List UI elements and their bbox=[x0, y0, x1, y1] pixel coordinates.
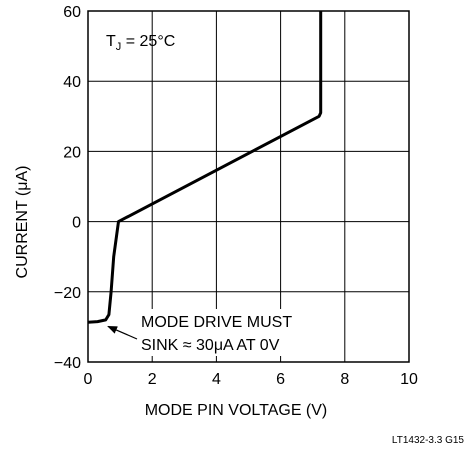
x-tick-label: 4 bbox=[212, 371, 221, 388]
x-tick-label: 10 bbox=[400, 371, 418, 388]
condition-rest: = 25°C bbox=[121, 33, 175, 50]
y-tick-label: 20 bbox=[63, 144, 81, 161]
x-tick-label: 0 bbox=[84, 371, 93, 388]
y-tick-labels: −40 −20 0 20 40 60 bbox=[54, 4, 81, 372]
x-tick-label: 8 bbox=[340, 371, 349, 388]
note-background bbox=[136, 309, 301, 356]
condition-main: T bbox=[106, 33, 116, 50]
note-arrow bbox=[107, 325, 138, 340]
condition-label: TJ = 25°C bbox=[106, 33, 175, 53]
y-tick-label: 0 bbox=[72, 215, 81, 232]
y-tick-label: −40 bbox=[54, 355, 81, 372]
figure-id: LT1432-3.3 G15 bbox=[392, 435, 465, 446]
y-tick-label: 40 bbox=[63, 74, 81, 91]
x-tick-labels: 0 2 4 6 8 10 bbox=[84, 371, 418, 388]
y-axis-label: CURRENT (μA) bbox=[14, 166, 31, 279]
series-line bbox=[87, 11, 323, 324]
condition-sub: J bbox=[116, 41, 122, 53]
y-tick-label: −20 bbox=[54, 285, 81, 302]
x-tick-label: 6 bbox=[276, 371, 285, 388]
x-axis-label: MODE PIN VOLTAGE (V) bbox=[145, 402, 328, 419]
plot-frame bbox=[87, 10, 410, 363]
note-line-2: SINK ≈ 30μA AT 0V bbox=[141, 337, 280, 354]
note-line-1: MODE DRIVE MUST bbox=[141, 314, 292, 331]
x-tick-label: 2 bbox=[148, 371, 157, 388]
y-tick-label: 60 bbox=[63, 4, 81, 21]
